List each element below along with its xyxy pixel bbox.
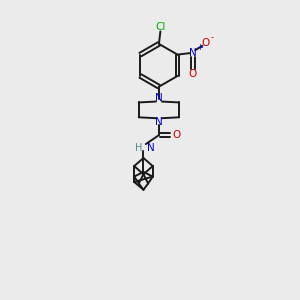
Text: Cl: Cl: [156, 22, 166, 32]
Text: N: N: [189, 48, 197, 58]
Text: O: O: [189, 69, 197, 79]
Text: O: O: [172, 130, 180, 140]
Text: N: N: [155, 117, 163, 127]
Text: O: O: [201, 38, 209, 48]
Text: +: +: [196, 43, 203, 52]
Text: -: -: [210, 33, 213, 42]
Text: H: H: [136, 142, 143, 153]
Text: N: N: [147, 142, 155, 153]
Text: N: N: [155, 93, 163, 103]
